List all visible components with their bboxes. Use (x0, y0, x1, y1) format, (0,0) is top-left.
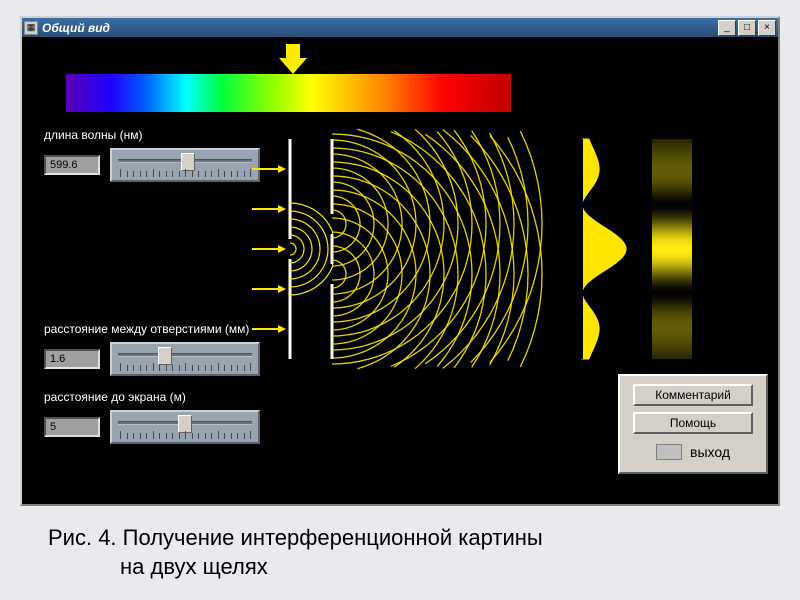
slit-distance-label: расстояние между отверстиями (мм) (44, 322, 304, 336)
wavelength-value[interactable]: 599.6 (44, 155, 100, 175)
button-panel: Комментарий Помощь выход (618, 374, 768, 474)
spectrum-bar[interactable] (66, 74, 511, 112)
exit-icon (656, 444, 682, 460)
comment-button[interactable]: Комментарий (633, 384, 753, 406)
slit-distance-control: расстояние между отверстиями (мм) 1.6 (44, 322, 304, 376)
screen-distance-label: расстояние до экрана (м) (44, 390, 304, 404)
caption-line-2: на двух щелях (48, 553, 780, 582)
help-button[interactable]: Помощь (633, 412, 753, 434)
screen-distance-slider[interactable] (110, 410, 260, 444)
maximize-button[interactable]: □ (738, 20, 756, 36)
app-window: ▦ Общий вид _ □ × длина волны (нм) 599.6 (20, 16, 780, 506)
slit-distance-value[interactable]: 1.6 (44, 349, 100, 369)
screen-distance-value[interactable]: 5 (44, 417, 100, 437)
caption-line-1: Рис. 4. Получение интерференционной карт… (48, 525, 543, 550)
close-button[interactable]: × (758, 20, 776, 36)
wavelength-label: длина волны (нм) (44, 128, 274, 142)
slit-distance-slider[interactable] (110, 342, 260, 376)
titlebar: ▦ Общий вид _ □ × (22, 18, 778, 38)
figure-caption: Рис. 4. Получение интерференционной карт… (48, 524, 780, 581)
simulation-canvas: длина волны (нм) 599.6 расстоя (22, 38, 778, 504)
physics-diagram (252, 124, 772, 384)
exit-button[interactable]: выход (690, 444, 730, 460)
wavelength-slider[interactable] (110, 148, 260, 182)
window-icon: ▦ (24, 21, 38, 35)
window-title: Общий вид (42, 21, 718, 35)
screen-distance-control: расстояние до экрана (м) 5 (44, 390, 304, 444)
minimize-button[interactable]: _ (718, 20, 736, 36)
wavelength-control: длина волны (нм) 599.6 (44, 128, 274, 182)
